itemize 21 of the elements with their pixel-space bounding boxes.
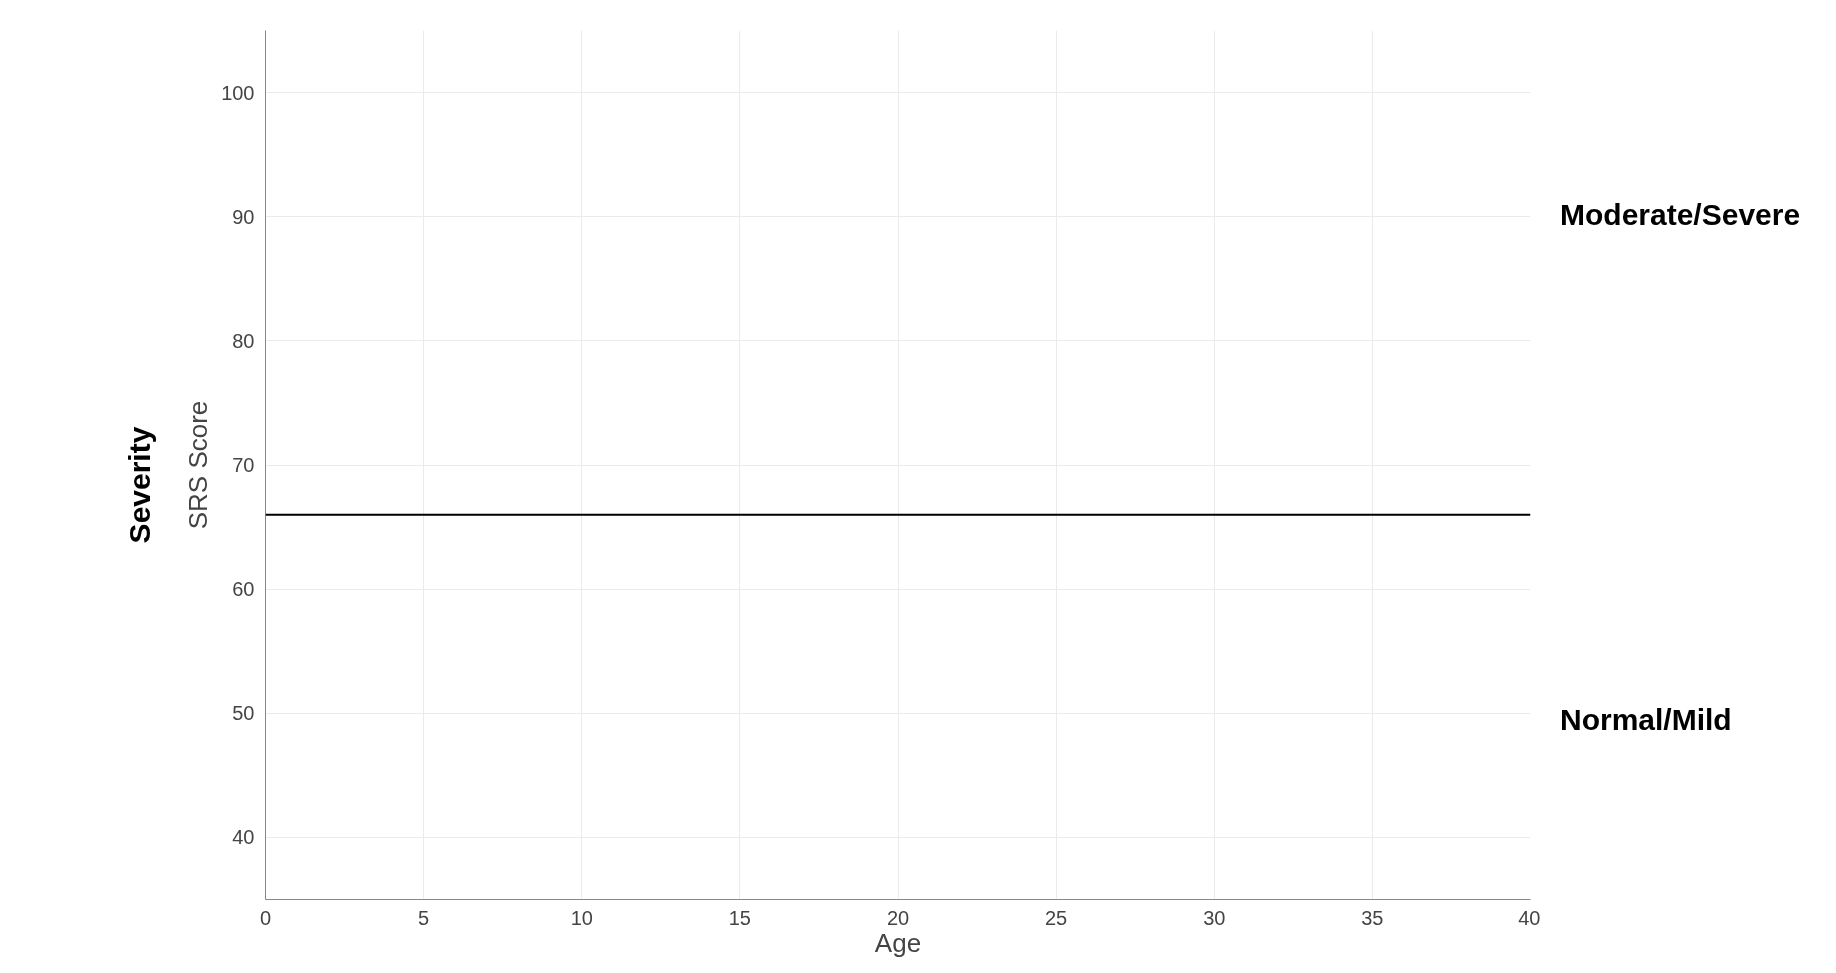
y-tick-label: 40 [232, 826, 255, 849]
x-axis-title: Age [874, 927, 922, 958]
text: Normal/Mild [1560, 701, 1732, 738]
y-tick-label: 50 [232, 702, 255, 725]
x-tick-label: 40 [1518, 906, 1541, 929]
y-tick-label: 60 [232, 578, 255, 601]
x-tick-label: 15 [728, 906, 751, 929]
y-tick-label: 100 [221, 81, 255, 104]
x-tick-label: 10 [570, 906, 593, 929]
y-tick-label: 70 [232, 454, 255, 476]
y-tick-label: 90 [232, 205, 255, 228]
x-tick-label: 5 [418, 906, 430, 929]
x-tick-label: 20 [886, 906, 910, 929]
y-tick-label: 80 [232, 329, 255, 352]
text: Severity [121, 426, 157, 544]
x-tick-label: 30 [1203, 906, 1226, 929]
x-tick-label: 35 [1361, 906, 1384, 929]
y-axis-title: SRS Score [183, 400, 214, 530]
x-tick-label: 25 [1045, 906, 1068, 929]
text: Moderate/Severe [1560, 196, 1801, 233]
x-tick-label: 0 [259, 906, 272, 929]
